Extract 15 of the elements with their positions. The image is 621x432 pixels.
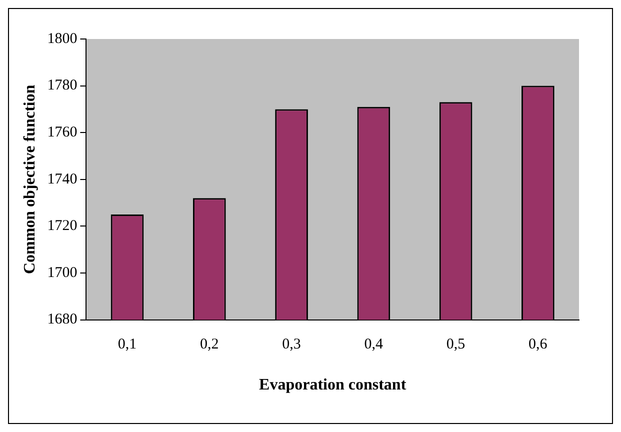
x-tick-label: 0,1 [118,336,137,353]
y-tick-label: 1760 [47,124,78,141]
x-tick-label: 0,4 [364,336,384,353]
x-tick-label: 0,6 [528,336,548,353]
x-tick-label: 0,5 [446,336,466,353]
y-axis-title: Common objective function [22,84,39,274]
y-tick-label: 1740 [47,171,78,188]
y-tick-label: 1800 [47,30,78,47]
y-tick-label: 1780 [47,78,78,94]
y-tick-label: 1720 [47,218,78,234]
x-tick-label: 0,2 [200,336,219,353]
x-tick-label: 0,3 [282,336,301,353]
x-axis-title: Evaporation constant [259,376,407,394]
y-tick-label: 1700 [47,264,78,281]
y-tick-label: 1680 [47,312,78,328]
